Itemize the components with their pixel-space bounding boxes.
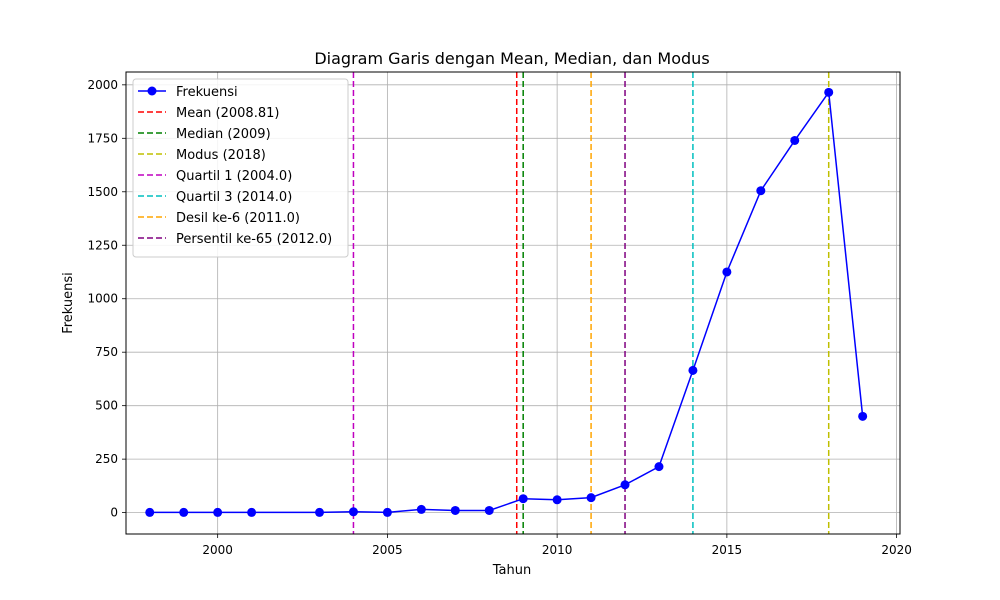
x-tick-label: 2000 (202, 543, 233, 557)
y-tick-label: 2000 (87, 78, 118, 92)
x-tick-label: 2020 (881, 543, 912, 557)
legend-box (132, 78, 349, 258)
data-point (382, 507, 392, 517)
y-tick-label: 0 (110, 506, 118, 520)
legend-label: Desil ke-6 (2011.0) (176, 211, 300, 226)
axis-ticks: 2000 2005 2010 2015 2020 0 250 500 750 1000 1250 15… (87, 78, 911, 557)
series-layer (145, 87, 868, 517)
data-point (654, 462, 664, 472)
data-point (824, 87, 834, 97)
data-point (484, 505, 494, 515)
data-point (858, 411, 868, 421)
data-point (247, 507, 257, 517)
y-tick-label: 500 (95, 399, 118, 413)
legend-label: Quartil 3 (2014.0) (176, 190, 292, 205)
y-tick-label: 1500 (87, 185, 118, 199)
x-tick-label: 2005 (372, 543, 403, 557)
x-tick-label: 2010 (542, 543, 573, 557)
x-tick-label: 2015 (712, 543, 743, 557)
data-point (722, 267, 732, 277)
y-tick-label: 1750 (87, 131, 118, 145)
data-point (348, 507, 358, 517)
legend-label: Quartil 1 (2004.0) (176, 169, 292, 184)
data-point (586, 493, 596, 503)
reference-lines (352, 72, 830, 534)
data-point (145, 507, 155, 517)
y-tick-label: 1000 (87, 292, 118, 306)
legend-label: Frekuensi (176, 85, 238, 100)
chart-title: Diagram Garis dengan Mean, Median, dan M… (314, 49, 709, 68)
legend: Frekuensi Mean (2008.81) Median (2009) Modu… (132, 78, 349, 258)
data-point (416, 504, 426, 514)
data-point (756, 186, 766, 196)
data-point (620, 480, 630, 490)
y-tick-label: 250 (95, 452, 118, 466)
y-tick-label: 1250 (87, 238, 118, 252)
data-point (552, 495, 562, 505)
y-tick-label: 750 (95, 345, 118, 359)
legend-label: Modus (2018) (176, 148, 266, 163)
legend-label: Mean (2008.81) (176, 106, 279, 121)
legend-label: Persentil ke-65 (2012.0) (176, 232, 332, 247)
data-point (213, 507, 223, 517)
plot-area-frame (125, 71, 901, 535)
y-axis-title: Frekuensi (61, 272, 76, 334)
data-point (450, 505, 460, 515)
x-axis-title: Tahun (492, 563, 531, 578)
data-point (790, 135, 800, 145)
data-point (518, 494, 528, 504)
data-point (179, 507, 189, 517)
data-point (688, 365, 698, 375)
legend-label: Median (2009) (176, 127, 271, 142)
legend-swatch-marker (147, 86, 157, 96)
data-point (315, 507, 324, 517)
